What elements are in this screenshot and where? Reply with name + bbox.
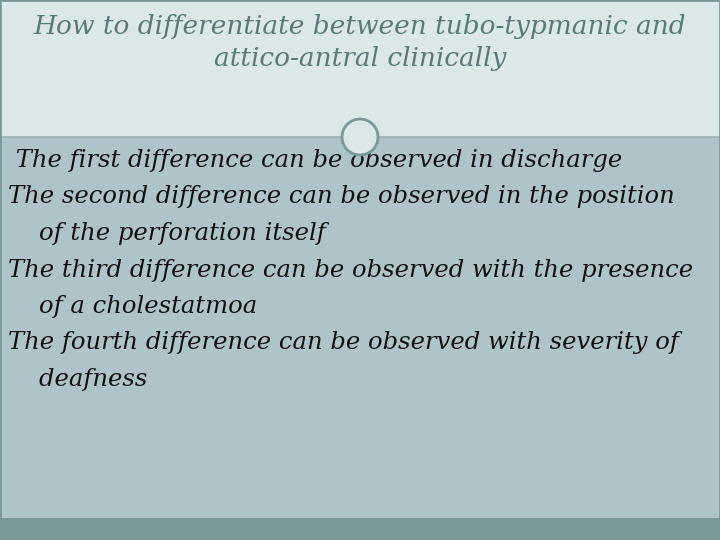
Bar: [0, 518, 720, 540]
Text: How to differentiate between tubo-typmanic and
attico-antral clinically: How to differentiate between tubo-typman…: [34, 14, 686, 71]
Bar: [0, 137, 720, 518]
Ellipse shape: [342, 119, 378, 155]
Bar: [0, 0, 720, 137]
Text: The first difference can be observed in discharge
The second difference can be o: The first difference can be observed in …: [8, 149, 693, 391]
